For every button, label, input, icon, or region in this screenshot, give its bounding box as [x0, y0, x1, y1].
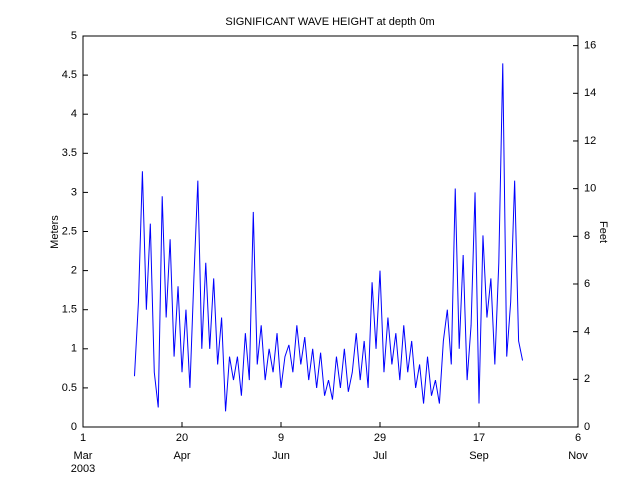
y2-tick-label: 12 — [584, 135, 596, 147]
y-tick-label: 4 — [71, 108, 77, 120]
y2-axis-label: Feet — [597, 221, 609, 243]
y-tick-label: 0 — [71, 421, 77, 433]
y-tick-label: 3 — [71, 186, 77, 198]
x-tick-month: Sep — [469, 450, 489, 462]
y-tick-label: 4.5 — [62, 69, 77, 81]
x-tick-month: Apr — [173, 450, 190, 462]
x-year-label: 2003 — [71, 463, 95, 475]
x-tick-label: 1 — [80, 432, 86, 444]
x-tick-month: Mar — [74, 450, 93, 462]
y2-tick-label: 0 — [584, 421, 590, 433]
y-axis-label: Meters — [49, 215, 61, 249]
y-tick-label: 3.5 — [62, 147, 77, 159]
y2-tick-label: 8 — [584, 230, 590, 242]
y-tick-label: 0.5 — [62, 382, 77, 394]
x-tick-label: 29 — [374, 432, 386, 444]
data-line — [133, 63, 524, 412]
y2-tick-label: 16 — [584, 40, 596, 52]
plot-box — [82, 35, 579, 428]
x-tick-label: 9 — [278, 432, 284, 444]
y2-tick-label: 14 — [584, 87, 596, 99]
y2-tick-label: 4 — [584, 326, 590, 338]
chart-title: SIGNIFICANT WAVE HEIGHT at depth 0m — [225, 16, 434, 28]
y-tick-label: 5 — [71, 30, 77, 42]
y-tick-label: 2 — [71, 265, 77, 277]
y-tick-label: 1.5 — [62, 304, 77, 316]
x-tick-month: Jun — [272, 450, 290, 462]
y-tick-label: 2.5 — [62, 225, 77, 237]
x-tick-label: 17 — [473, 432, 485, 444]
y-tick-label: 1 — [71, 343, 77, 355]
x-tick-month: Nov — [568, 450, 588, 462]
x-tick-label: 20 — [176, 432, 188, 444]
x-tick-label: 6 — [575, 432, 581, 444]
y2-tick-label: 6 — [584, 278, 590, 290]
y2-tick-label: 10 — [584, 183, 596, 195]
x-tick-month: Jul — [373, 450, 387, 462]
y2-tick-label: 2 — [584, 373, 590, 385]
